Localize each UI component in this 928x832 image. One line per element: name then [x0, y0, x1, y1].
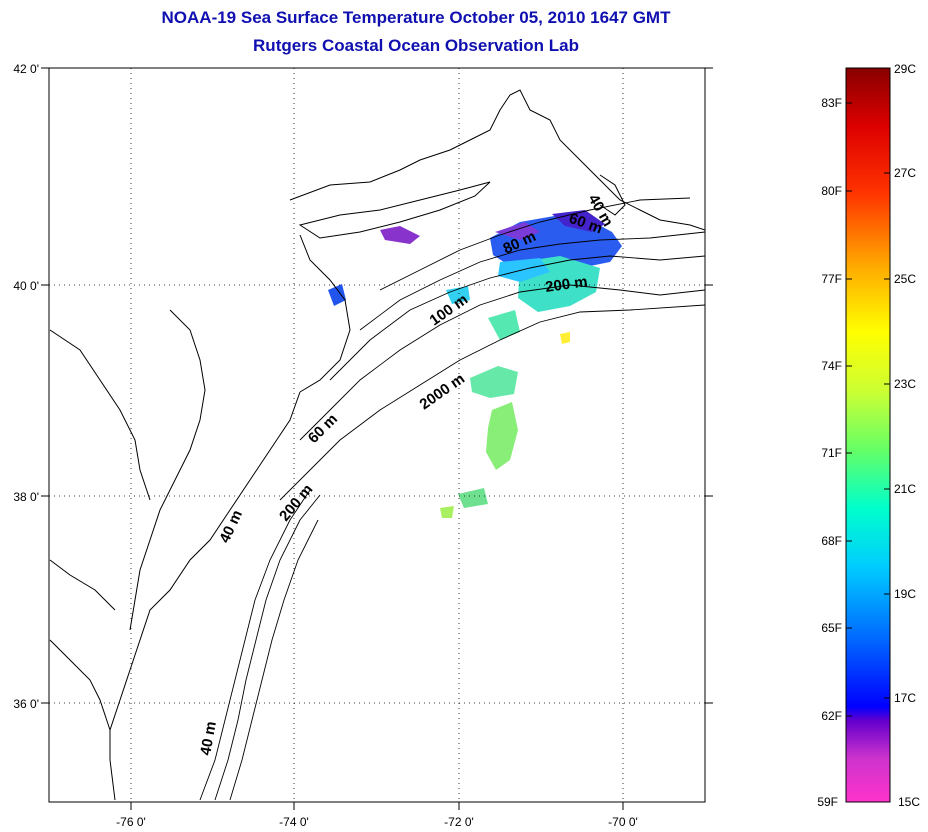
- sst-data-layer: [328, 210, 622, 518]
- contour-200m: [299, 284, 705, 441]
- sst-patch-south-3: [458, 488, 488, 508]
- coast-inland-2: [49, 639, 111, 731]
- lon-tick-label: -76 0': [116, 815, 146, 829]
- colorbar-f-label: 68F: [821, 534, 842, 548]
- colorbar-c-label: 19C: [894, 587, 916, 601]
- coast-nj: [299, 234, 351, 393]
- sst-patch-small-1: [446, 286, 470, 304]
- colorbar-c-label: 17C: [894, 691, 916, 705]
- sst-patch-tiny-2: [560, 332, 570, 344]
- colorbar-f-label: 65F: [821, 621, 842, 635]
- coast-delmarva: [109, 391, 301, 801]
- sst-patch-south-1: [470, 366, 518, 398]
- lat-tick-label: 38 0': [13, 490, 39, 504]
- coast-long-island: [298, 181, 491, 239]
- contour-label: 40 m: [197, 720, 220, 757]
- colorbar-f-label: 74F: [821, 359, 842, 373]
- frame-ticks: [41, 67, 713, 810]
- lon-tick-label: -72 0': [444, 815, 474, 829]
- coast-new-england: [289, 89, 705, 231]
- latitude-labels: 42 0' 40 0' 38 0' 36 0': [13, 62, 39, 711]
- colorbar-c-label: 25C: [894, 272, 916, 286]
- coast-inland-1: [49, 329, 151, 501]
- contour-60m: [359, 231, 705, 331]
- longitude-labels: -76 0' -74 0' -72 0' -70 0': [116, 815, 638, 829]
- coast-cape-cod: [599, 174, 626, 216]
- contour-label: 60 m: [305, 411, 341, 447]
- temperature-colorbar: 83F 80F 77F 74F 71F 68F 65F 62F 59F 29C …: [817, 62, 920, 809]
- lon-tick-label: -74 0': [279, 815, 309, 829]
- colorbar-c-label: 27C: [894, 166, 916, 180]
- lat-tick-label: 40 0': [13, 279, 39, 293]
- colorbar-f-label: 77F: [821, 272, 842, 286]
- contour-shelf-south-3: [229, 519, 319, 801]
- lon-tick-label: -70 0': [608, 815, 638, 829]
- contour-100m: [329, 255, 705, 381]
- colorbar-f-label: 80F: [821, 184, 842, 198]
- colorbar-c-label: 21C: [894, 482, 916, 496]
- colorbar-c-label: 15C: [898, 795, 920, 809]
- contour-label: 200 m: [544, 273, 588, 296]
- colorbar-f-label: 83F: [821, 96, 842, 110]
- colorbar-c-label: 23C: [894, 377, 916, 391]
- map-title: NOAA-19 Sea Surface Temperature October …: [161, 8, 671, 27]
- contour-shelf-south-1: [199, 489, 311, 801]
- coast-chesapeake: [129, 309, 206, 631]
- sst-patch-nw-purple: [380, 226, 420, 244]
- coastline-layer: [49, 89, 705, 801]
- sst-patch-violet: [495, 222, 540, 240]
- colorbar-f-label: 59F: [817, 795, 838, 809]
- colorbar-f-label: 62F: [821, 709, 842, 723]
- grid-lines: [49, 68, 705, 802]
- sst-patch-south-2: [486, 402, 518, 470]
- contour-label: 200 m: [276, 481, 316, 525]
- colorbar-gradient: [845, 67, 891, 803]
- colorbar-f-label: 71F: [821, 446, 842, 460]
- sst-patch-nw-blue: [328, 284, 346, 306]
- map-subtitle: Rutgers Coastal Ocean Observation Lab: [253, 36, 579, 55]
- lat-tick-label: 36 0': [13, 697, 39, 711]
- sst-patch-small-2: [488, 310, 520, 340]
- contour-label: 2000 m: [417, 370, 468, 413]
- contour-shelf-south-2: [214, 494, 321, 801]
- colorbar-c-label: 29C: [894, 62, 916, 76]
- sst-patch-tiny-1: [440, 506, 454, 518]
- contour-2000m: [279, 304, 705, 501]
- map-frame: [48, 67, 706, 803]
- contour-label: 100 m: [427, 291, 472, 329]
- contour-40m: [379, 197, 691, 291]
- sst-patch-cyan-mid: [498, 258, 550, 282]
- bathymetry-contours: [199, 197, 705, 801]
- coast-inland-3: [49, 559, 116, 611]
- lat-tick-label: 42 0': [13, 62, 39, 76]
- contour-label: 40 m: [216, 508, 246, 546]
